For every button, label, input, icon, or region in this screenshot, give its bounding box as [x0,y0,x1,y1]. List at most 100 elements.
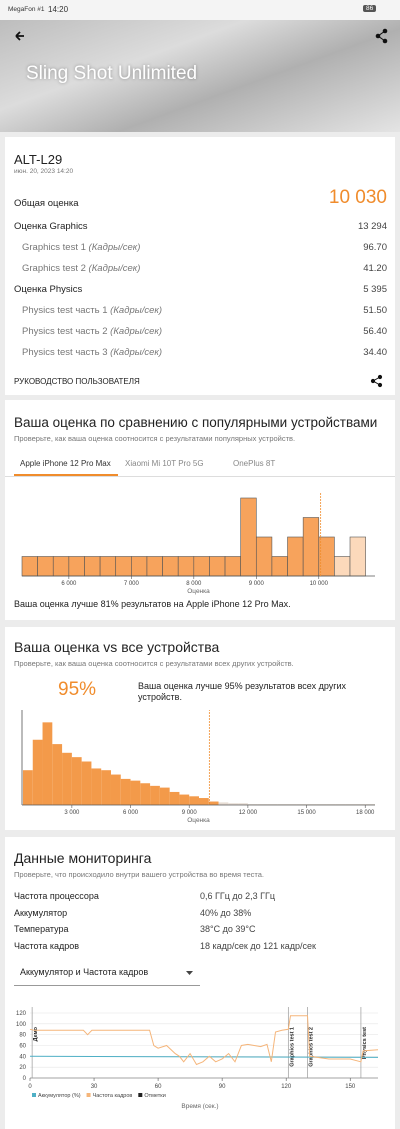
histogram-bar [42,722,53,805]
histogram-bar [131,556,148,577]
histogram-bar [257,804,268,805]
x-tick-label: 0 [28,1084,32,1090]
legend-label: Частота кадров [93,1093,133,1099]
total-label: Общая оценка [14,198,79,209]
histogram-bar [99,556,117,577]
chart-selector[interactable]: Аккумулятор и Частота кадров [20,967,149,977]
label-unit: (Кадры/сек) [110,326,163,337]
histogram-bar [52,556,70,577]
x-tick-label: 3 000 [64,810,80,816]
x-axis-title: Время (сек.) [181,1103,218,1110]
score-label: Physics test часть 3 (Кадры/сек) [22,347,162,358]
monitor-label: Частота кадров [14,940,80,951]
histogram-bar [120,778,131,805]
tab[interactable]: Apple iPhone 12 Pro Max [20,459,111,468]
label-text: Physics test часть 3 [22,347,108,358]
dropdown-underline [14,985,200,986]
histogram-bar [146,556,163,577]
status-bar [0,0,400,20]
legend-label: Аккумулятор (%) [38,1093,81,1099]
monitor-label: Аккумулятор [14,907,68,918]
score-value: 51.50 [363,305,387,316]
histogram-bar [68,556,85,577]
event-label: Graphics test 1 [289,1027,295,1067]
histogram-bar [349,536,366,577]
user-guide-link[interactable]: РУКОВОДСТВО ПОЛЬЗОВАТЕЛЯ [14,377,140,386]
histogram-bar [162,556,179,577]
label-unit: (Кадры/сек) [110,347,163,358]
histogram-bar [159,787,170,805]
label-text: Graphics test 1 [22,242,86,253]
histogram-bar [228,803,239,805]
all-devices-title: Ваша оценка vs все устройства [14,639,220,655]
histogram-bar [84,556,101,577]
header-image [0,20,400,132]
x-tick-label: 30 [91,1084,98,1090]
x-tick-label: 6 000 [123,810,139,816]
clock: 14:20 [48,5,69,14]
score-value: 34.40 [363,347,387,358]
score-label: Graphics test 2 (Кадры/сек) [22,263,140,274]
histogram-bar [189,796,199,805]
monitor-label: Частота процессора [14,891,99,901]
histogram-bar [169,791,180,805]
series-line [29,1055,379,1058]
y-tick-label: 20 [19,1065,26,1071]
guide-share[interactable] [368,374,384,388]
histogram-bar [326,804,336,805]
histogram-bar [345,804,356,805]
battery: 86 [363,5,377,12]
comparison-summary: Ваша оценка лучше 81% результатов на App… [14,599,291,609]
dropdown-arrow[interactable] [185,969,195,977]
histogram-bar [62,752,72,805]
y-tick-label: 120 [16,1011,27,1017]
histogram-bar [208,801,219,805]
histogram-bar [224,556,241,577]
result-date: июн. 20, 2023 14:20 [14,168,74,175]
histogram-bar [115,556,132,577]
histogram-bar [71,757,82,805]
all-devices-summary: Ваша оценка лучше 95% результатов всех д… [138,681,347,702]
monitoring-title: Данные мониторинга [14,850,152,866]
histogram-bar [335,804,346,805]
monitor-value: 38°C до 39°C [200,924,256,934]
histogram-bar [271,556,288,577]
x-tick-label: 9 000 [182,810,198,816]
x-tick-label: 120 [281,1084,292,1090]
back-button[interactable] [15,31,24,41]
label-unit: (Кадры/сек) [110,305,163,316]
monitor-label: Температура [14,924,69,934]
x-axis-title: Оценка [187,817,210,824]
score-value: 41.20 [363,263,387,274]
score-label: Оценка Graphics [14,221,88,232]
score-label: Physics test часть 1 (Кадры/сек) [22,305,162,316]
label-unit: (Кадры/сек) [88,263,141,274]
score-label: Physics test часть 2 (Кадры/сек) [22,326,162,337]
histogram-bar [334,556,351,577]
monitor-value: 40% до 38% [200,907,252,918]
x-tick-label: 90 [219,1084,226,1090]
histogram-bar [240,497,257,577]
legend-swatch [32,1093,36,1097]
histogram-bar [247,804,258,805]
histogram-bar [21,556,38,577]
histogram-bar [302,517,320,577]
comparison-histogram: 6 000 7 000 8 000 9 000 10 000 Оценка [21,493,375,595]
histogram-bar [218,802,229,805]
share-button[interactable] [375,28,388,44]
legend-swatch [86,1093,91,1097]
all-devices-subtitle: Проверьте, как ваша оценка соотносится с… [14,659,294,668]
score-value: 5 395 [363,284,387,295]
tab[interactable]: Xiaomi Mi 10T Pro 5G [125,459,204,468]
histogram-bar [150,785,160,805]
y-tick-label: 0 [23,1076,27,1082]
histogram-bar [198,798,209,805]
label-text: Physics test часть 2 [22,326,108,337]
score-value: 56.40 [363,326,387,337]
histogram-bar [267,804,278,805]
score-value: 13 294 [357,221,387,232]
x-tick-label: 10 000 [310,581,329,587]
tab[interactable]: OnePlus 8T [233,459,276,468]
page-title: Sling Shot Unlimited [26,63,198,84]
histogram-bar [286,804,297,805]
